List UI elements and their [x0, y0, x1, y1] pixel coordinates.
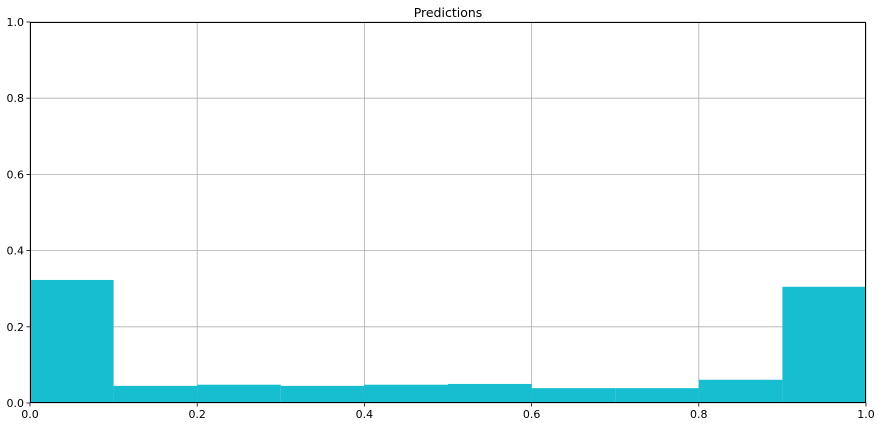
histogram-bar — [615, 388, 699, 403]
chart-title: Predictions — [414, 5, 483, 20]
y-tick-label: 0.8 — [7, 92, 25, 105]
histogram-bar — [448, 383, 532, 403]
histogram-bar — [782, 286, 866, 403]
y-axis-ticks: 0.0 0.2 0.4 0.6 0.8 1.0 — [7, 16, 30, 410]
histogram-bar — [531, 388, 616, 403]
histogram-bar — [30, 279, 114, 403]
x-tick-label: 0.0 — [21, 408, 39, 421]
y-tick-label: 1.0 — [7, 16, 25, 29]
histogram-bar — [364, 384, 448, 403]
histogram-bar — [698, 379, 783, 403]
y-tick-label: 0.4 — [7, 245, 25, 258]
y-tick-label: 0.2 — [7, 321, 25, 334]
x-tick-label: 0.6 — [523, 408, 541, 421]
histogram-bar — [197, 384, 281, 403]
x-tick-label: 0.4 — [356, 408, 374, 421]
x-tick-label: 0.2 — [188, 408, 206, 421]
histogram-bars — [30, 279, 866, 403]
plot-area-frame — [30, 22, 866, 403]
grid-lines — [29, 21, 867, 404]
x-tick-label: 0.8 — [690, 408, 708, 421]
x-axis-ticks: 0.0 0.2 0.4 0.6 0.8 1.0 — [21, 403, 875, 421]
histogram-bar — [113, 385, 198, 403]
y-tick-label: 0.6 — [7, 168, 25, 181]
y-tick-label: 0.0 — [7, 397, 25, 410]
x-tick-label: 1.0 — [857, 408, 875, 421]
histogram-bar — [280, 385, 365, 403]
